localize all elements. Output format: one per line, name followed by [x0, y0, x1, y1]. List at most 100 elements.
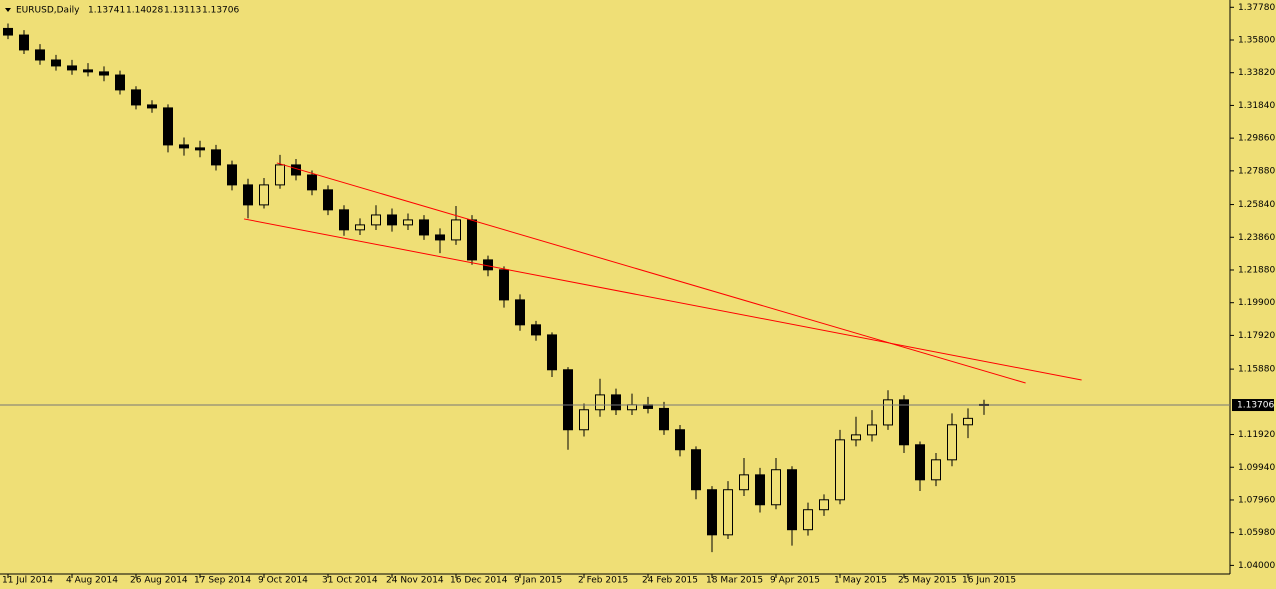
symbol: EURUSD,Daily	[16, 6, 80, 16]
menu-arrow[interactable]	[5, 8, 11, 12]
candle-body	[883, 399, 893, 426]
candle-body	[435, 234, 445, 241]
candle-body	[115, 74, 125, 91]
x-tick-label: 24 Feb 2015	[642, 576, 698, 586]
candle-body	[739, 474, 749, 491]
trend-line	[276, 162, 1026, 384]
y-tick-label: 1.31840	[1238, 101, 1275, 111]
candle-body	[499, 269, 509, 301]
candle-body	[451, 219, 461, 241]
y-tick-label: 1.23860	[1238, 233, 1275, 243]
candle-body	[819, 499, 829, 511]
x-tick-label: 24 Nov 2014	[386, 576, 444, 586]
y-tick-label: 1.11920	[1238, 430, 1275, 440]
y-tick-label: 1.05980	[1238, 528, 1275, 538]
candle-body	[563, 369, 573, 431]
candle-body	[51, 59, 61, 67]
candle-body	[659, 407, 669, 431]
candle-body	[195, 147, 205, 151]
x-tick-label: 17 Sep 2014	[194, 576, 251, 586]
candle-body	[771, 469, 781, 506]
candle-body	[307, 174, 317, 191]
trend-line	[243, 218, 1082, 381]
candle-body	[515, 299, 525, 326]
y-tick-label: 1.35800	[1238, 36, 1275, 46]
candle-body	[835, 439, 845, 501]
y-tick-label: 1.04000	[1238, 561, 1275, 571]
candle-body	[931, 459, 941, 481]
x-tick-label: 4 Aug 2014	[66, 576, 118, 586]
candle-body	[243, 184, 253, 206]
header-low: 1.13113	[164, 6, 201, 16]
candle-body	[611, 394, 621, 411]
y-tick-label: 1.17920	[1238, 331, 1275, 341]
x-tick-label: 26 Aug 2014	[130, 576, 188, 586]
x-tick-label: 25 May 2015	[898, 576, 957, 586]
candle-body	[899, 399, 909, 446]
candle-body	[19, 34, 29, 51]
x-tick-label: 16 Dec 2014	[450, 576, 508, 586]
candle-body	[579, 409, 589, 431]
candle-body	[67, 65, 77, 71]
x-tick-label: 9 Apr 2015	[770, 576, 820, 586]
y-tick-label: 1.15880	[1238, 365, 1275, 375]
y-tick-label: 1.19900	[1238, 298, 1275, 308]
candle-body	[339, 209, 349, 231]
y-tick-label: 1.25840	[1238, 200, 1275, 210]
candle-body	[211, 149, 221, 166]
candle-body	[691, 449, 701, 491]
y-tick-label: 1.07960	[1238, 495, 1275, 505]
candle-body	[275, 164, 285, 186]
candle-body	[259, 184, 269, 206]
candle-body	[547, 334, 557, 371]
y-tick-label: 1.29860	[1238, 134, 1275, 144]
price-label-box	[1232, 399, 1274, 412]
candle-body	[595, 394, 605, 411]
candle-body	[851, 434, 861, 441]
candle-body	[179, 144, 189, 149]
x-tick-label: 9 Oct 2014	[258, 576, 308, 586]
y-tick-label: 1.21880	[1238, 265, 1275, 275]
candle-body	[707, 489, 717, 536]
candle-body	[403, 219, 413, 226]
y-tick-label: 1.09940	[1238, 463, 1275, 473]
header-close: 1.13706	[202, 6, 239, 16]
y-tick-label: 1.37780	[1238, 3, 1275, 13]
candle-body	[867, 424, 877, 436]
x-tick-label: 9 Jan 2015	[514, 576, 562, 586]
y-tick-label: 1.27880	[1238, 166, 1275, 176]
x-tick-label: 11 Jul 2014	[2, 576, 53, 586]
candle-body	[387, 214, 397, 226]
price-label: 1.13706	[1237, 401, 1274, 411]
header-high: 1.14028	[126, 6, 163, 16]
x-tick-label: 18 Mar 2015	[706, 576, 763, 586]
candle-body	[467, 219, 477, 261]
candle-body	[803, 509, 813, 531]
candle-body	[227, 164, 237, 186]
candle-body	[371, 214, 381, 226]
candle-body	[947, 424, 957, 461]
candle-body	[723, 489, 733, 536]
y-tick-label: 1.33820	[1238, 68, 1275, 78]
header-open: 1.13741	[88, 6, 125, 16]
x-tick-label: 2 Feb 2015	[578, 576, 628, 586]
candle-body	[787, 469, 797, 531]
candle-body	[675, 429, 685, 451]
candle-body	[131, 89, 141, 106]
x-tick-label: 16 Jun 2015	[962, 576, 1016, 586]
candle-body	[99, 71, 109, 76]
candle-body	[915, 444, 925, 481]
candle-body	[3, 27, 13, 36]
x-tick-label: 1 May 2015	[834, 576, 887, 586]
candle-body	[147, 104, 157, 109]
candle-body	[531, 324, 541, 336]
candle-body	[35, 49, 45, 61]
candle-body	[419, 219, 429, 236]
candle-body	[83, 69, 93, 73]
candle-body	[355, 224, 365, 231]
candle-body	[627, 404, 637, 411]
candle-body	[163, 107, 173, 146]
candle-body	[755, 474, 765, 506]
candle-body	[323, 189, 333, 211]
